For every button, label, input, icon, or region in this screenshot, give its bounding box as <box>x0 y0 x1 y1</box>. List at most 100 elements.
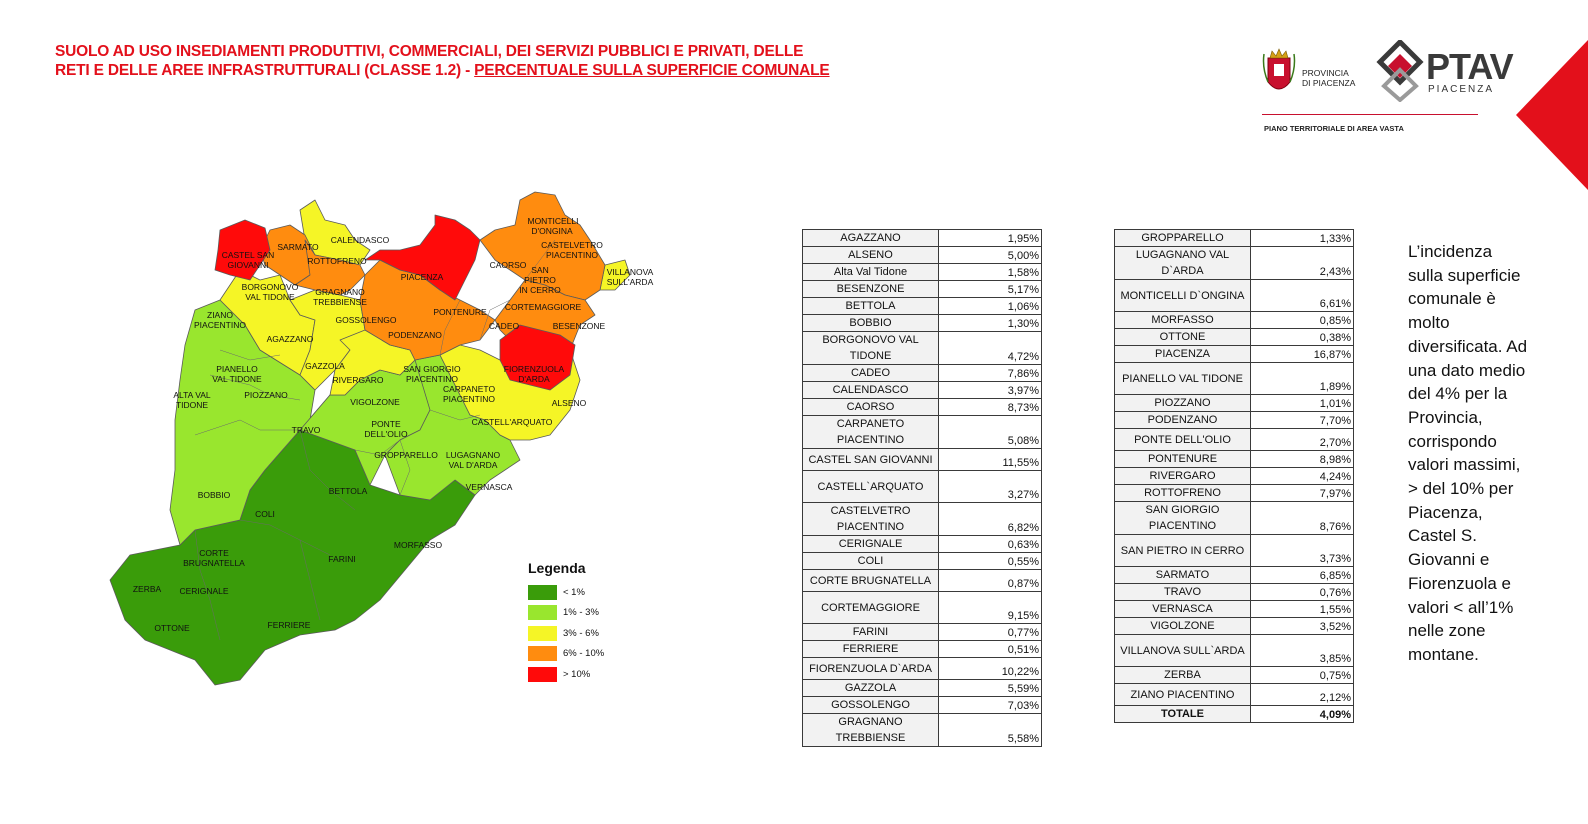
map-label: TREBBIENSE <box>313 297 367 307</box>
municipality-name: GROPPARELLO <box>1114 229 1251 247</box>
municipality-name: GAZZOLA <box>802 679 939 697</box>
table-row: MONTICELLI D`ONGINA 6,61% <box>1114 279 1354 312</box>
map-label: CALENDASCO <box>331 235 390 245</box>
table-row: RIVERGARO 4,24% <box>1114 467 1354 485</box>
map-label: VAL TIDONE <box>245 292 295 302</box>
table-row: CASTELL`ARQUATO 3,27% <box>802 470 1042 503</box>
municipality-name: FARINI <box>802 623 939 641</box>
map-label: CARPANETO <box>443 384 496 394</box>
percentage-value: 9,15% <box>938 591 1042 624</box>
table-row: GOSSOLENGO 7,03% <box>802 696 1042 714</box>
percentage-value: 7,86% <box>938 364 1042 382</box>
municipality-name: VILLANOVA SULL`ARDA <box>1114 634 1251 667</box>
table-row: PIOZZANO 1,01% <box>1114 394 1354 412</box>
legend-item: < 1% <box>528 582 604 603</box>
percentage-value: 4,09% <box>1250 705 1354 723</box>
map-label: RIVERGARO <box>332 375 383 385</box>
percentage-value: 0,51% <box>938 640 1042 658</box>
map-label: CADEO <box>489 321 520 331</box>
table-row: ZERBA 0,75% <box>1114 666 1354 684</box>
map-label: GIOVANNI <box>228 260 269 270</box>
table-row: VIGOLZONE 3,52% <box>1114 617 1354 635</box>
municipality-name: PONTENURE <box>1114 450 1251 468</box>
legend-label: 1% - 3% <box>563 607 599 619</box>
map-label: DELL'OLIO <box>364 429 408 439</box>
map-label: CAORSO <box>490 260 527 270</box>
table-row: AGAZZANO 1,95% <box>802 229 1042 247</box>
table-row: PODENZANO 7,70% <box>1114 411 1354 429</box>
corner-accent <box>1516 40 1588 190</box>
percentage-value: 5,59% <box>938 679 1042 697</box>
map-label: D'ARDA <box>518 374 550 384</box>
table-row: VILLANOVA SULL`ARDA 3,85% <box>1114 634 1354 667</box>
map-label: BESENZONE <box>553 321 606 331</box>
municipality-name: PIOZZANO <box>1114 394 1251 412</box>
provincia-crest-icon <box>1262 48 1296 90</box>
municipality-name: PIANELLO VAL TIDONE <box>1114 362 1251 395</box>
percentage-value: 0,77% <box>938 623 1042 641</box>
municipality-name: RIVERGARO <box>1114 467 1251 485</box>
map-label: OTTONE <box>154 623 190 633</box>
map-region-piacenza <box>364 214 481 301</box>
legend-swatch <box>528 605 557 621</box>
percentage-value: 8,76% <box>1250 501 1354 535</box>
map-label: SULL'ARDA <box>607 277 654 287</box>
table-row: COLI 0,55% <box>802 552 1042 570</box>
table-row: SAN GIORGIO PIACENTINO 8,76% <box>1114 501 1354 535</box>
map-label: IN CERRO <box>519 285 561 295</box>
municipality-name: MONTICELLI D`ONGINA <box>1114 279 1251 312</box>
map-label: PIACENTINO <box>406 374 458 384</box>
percentage-value: 1,33% <box>1250 229 1354 247</box>
table-row: SAN PIETRO IN CERRO 3,73% <box>1114 534 1354 567</box>
table-row: ZIANO PIACENTINO 2,12% <box>1114 683 1354 706</box>
table-row: CASTELVETRO PIACENTINO 6,82% <box>802 502 1042 536</box>
percentage-value: 5,58% <box>938 713 1042 747</box>
map-label: ALTA VAL <box>173 390 211 400</box>
map-label: BOBBIO <box>198 490 231 500</box>
percentage-value: 2,12% <box>1250 683 1354 706</box>
map-label: PONTE <box>371 419 401 429</box>
legend-swatch <box>528 666 557 682</box>
table-row: BOBBIO 1,30% <box>802 314 1042 332</box>
map-label: VERNASCA <box>466 482 513 492</box>
municipality-name: TRAVO <box>1114 583 1251 601</box>
municipality-name: CADEO <box>802 364 939 382</box>
percentage-value: 1,55% <box>1250 600 1354 618</box>
map-label: D'ONGINA <box>531 226 573 236</box>
map-label: COLI <box>255 509 275 519</box>
percentage-value: 0,85% <box>1250 311 1354 329</box>
percentage-value: 3,27% <box>938 470 1042 503</box>
logo-divider <box>1262 114 1478 115</box>
map-label: BORGONOVO <box>242 282 299 292</box>
map-borders <box>194 239 556 641</box>
municipality-name: GOSSOLENGO <box>802 696 939 714</box>
municipality-name: FIORENZUOLA D`ARDA <box>802 657 939 680</box>
map-label: PODENZANO <box>388 330 442 340</box>
table-row: TRAVO 0,76% <box>1114 583 1354 601</box>
table-row: CORTE BRUGNATELLA 0,87% <box>802 569 1042 592</box>
map-label: FERRIERE <box>268 620 311 630</box>
percentage-value: 0,76% <box>1250 583 1354 601</box>
percentage-value: 16,87% <box>1250 345 1354 363</box>
municipality-name: ZERBA <box>1114 666 1251 684</box>
municipality-name: COLI <box>802 552 939 570</box>
map-label: ALSENO <box>552 398 587 408</box>
percentage-value: 4,72% <box>938 331 1042 365</box>
map-label: CORTEMAGGIORE <box>505 302 582 312</box>
percentage-value: 1,95% <box>938 229 1042 247</box>
table-row: CORTEMAGGIORE 9,15% <box>802 591 1042 624</box>
table-row: PIACENZA 16,87% <box>1114 345 1354 363</box>
table-row: FERRIERE 0,51% <box>802 640 1042 658</box>
percentage-value: 5,08% <box>938 415 1042 449</box>
title-part2: PERCENTUALE SULLA SUPERFICIE COMUNALE <box>474 62 830 79</box>
table-row: PONTE DELL'OLIO 2,70% <box>1114 428 1354 451</box>
map-label: GRAGNANO <box>315 287 365 297</box>
map-label: ROTTOFRENO <box>307 256 367 266</box>
map-label: BETTOLA <box>329 486 368 496</box>
legend-rows: < 1% 1% - 3% 3% - 6% 6% - 10% > 10% <box>528 582 604 685</box>
map-label: VIGOLZONE <box>350 397 400 407</box>
provincia-line2: DI PIACENZA <box>1302 78 1356 88</box>
percentage-value: 0,87% <box>938 569 1042 592</box>
percentage-value: 2,43% <box>1250 246 1354 280</box>
map-label: TRAVO <box>292 425 321 435</box>
